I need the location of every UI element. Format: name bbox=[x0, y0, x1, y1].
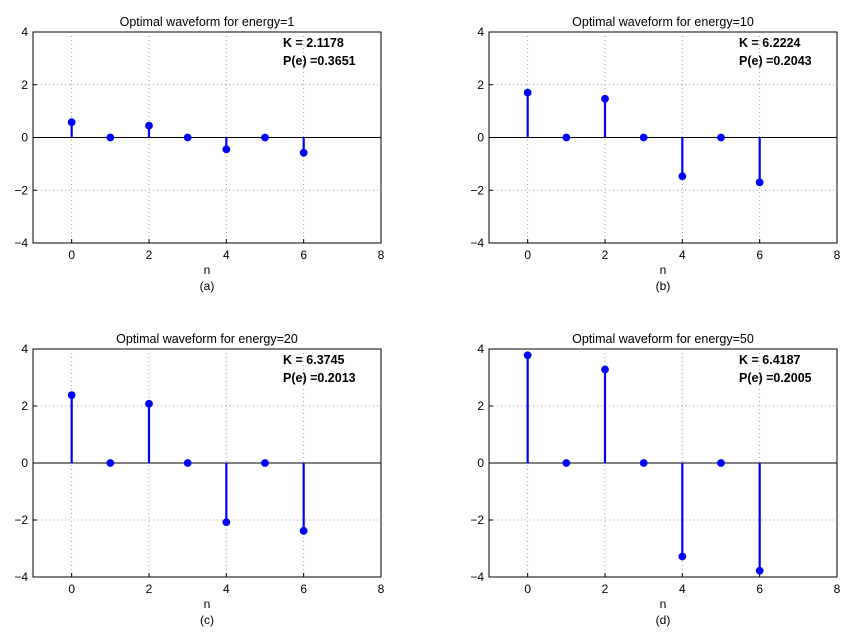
x-axis-label: n bbox=[204, 263, 211, 277]
y-tick-label: 4 bbox=[21, 25, 28, 39]
y-tick-label: 4 bbox=[21, 342, 28, 356]
annotation-k: K = 6.3745 bbox=[283, 353, 345, 367]
y-tick-label: 2 bbox=[21, 399, 28, 413]
panel-sublabel: (c) bbox=[200, 613, 214, 627]
stem-marker bbox=[601, 365, 609, 374]
y-tick-label: −4 bbox=[14, 236, 28, 250]
y-tick-label: −2 bbox=[14, 183, 28, 197]
stem-marker bbox=[106, 459, 115, 467]
x-tick-label: 2 bbox=[602, 248, 609, 262]
x-tick-label: 8 bbox=[834, 582, 841, 596]
y-tick-label: 4 bbox=[477, 342, 484, 356]
y-tick-label: 4 bbox=[477, 25, 484, 39]
x-tick-label: 4 bbox=[223, 248, 230, 262]
annotation-k: K = 6.4187 bbox=[739, 353, 801, 367]
stem-marker bbox=[678, 552, 687, 561]
y-tick-label: 0 bbox=[21, 131, 28, 145]
stem-marker bbox=[67, 118, 76, 127]
annotation-pe: P(e) =0.3651 bbox=[283, 54, 356, 68]
panel-title: Optimal waveform for energy=50 bbox=[572, 332, 754, 346]
panel-d: 0 2 4 6 8 −4 −2 0 2 4 Optimal waveform for energy=… bbox=[470, 332, 840, 627]
stem-marker bbox=[145, 399, 153, 408]
x-axis-label: n bbox=[660, 597, 667, 611]
x-tick-label: 8 bbox=[378, 582, 385, 596]
panel-sublabel: (a) bbox=[200, 279, 215, 293]
x-tick-label: 4 bbox=[679, 248, 686, 262]
x-tick-label: 6 bbox=[756, 248, 763, 262]
y-tick-label: −4 bbox=[470, 570, 484, 584]
x-axis-label: n bbox=[204, 597, 211, 611]
annotation-pe: P(e) =0.2043 bbox=[739, 54, 812, 68]
y-tick-label: −2 bbox=[470, 513, 484, 527]
x-tick-label: 2 bbox=[602, 582, 609, 596]
annotation-pe: P(e) =0.2013 bbox=[283, 371, 356, 385]
stem-marker bbox=[145, 121, 153, 130]
stem-marker bbox=[261, 459, 269, 467]
stem-marker bbox=[639, 133, 648, 142]
y-tick-label: 2 bbox=[21, 78, 28, 92]
panel-a: 0 2 4 6 8 −4 −2 0 2 4 Optimal waveform for energy=… bbox=[14, 15, 384, 293]
y-tick-label: −4 bbox=[470, 236, 484, 250]
x-tick-label: 0 bbox=[524, 582, 531, 596]
annotation-pe: P(e) =0.2005 bbox=[739, 371, 812, 385]
stem-marker bbox=[183, 133, 192, 142]
x-tick-label: 2 bbox=[146, 248, 153, 262]
annotation-k: K = 6.2224 bbox=[739, 36, 801, 50]
x-tick-label: 4 bbox=[223, 582, 230, 596]
stem-marker bbox=[755, 566, 764, 575]
x-tick-label: 0 bbox=[68, 582, 75, 596]
stem-marker bbox=[717, 133, 725, 142]
stem-marker bbox=[299, 526, 308, 535]
x-tick-label: 8 bbox=[834, 248, 841, 262]
panel-sublabel: (b) bbox=[656, 279, 671, 293]
stem-marker bbox=[261, 133, 269, 142]
stem-marker bbox=[183, 459, 192, 467]
panel-b: 0 2 4 6 8 −4 −2 0 2 4 Optimal waveform for energy=… bbox=[470, 15, 840, 293]
y-tick-label: 0 bbox=[477, 131, 484, 145]
stem-marker bbox=[523, 88, 532, 97]
annotation-k: K = 2.1178 bbox=[283, 36, 344, 50]
stem-marker bbox=[222, 145, 231, 154]
y-tick-label: 2 bbox=[477, 399, 484, 413]
y-tick-label: −4 bbox=[14, 570, 28, 584]
x-tick-label: 8 bbox=[378, 248, 385, 262]
y-tick-label: −2 bbox=[470, 183, 484, 197]
panel-sublabel: (d) bbox=[656, 613, 671, 627]
y-tick-label: 0 bbox=[21, 456, 28, 470]
panel-title: Optimal waveform for energy=1 bbox=[120, 15, 295, 29]
stem-marker bbox=[67, 391, 76, 400]
stem-marker bbox=[639, 459, 648, 467]
x-tick-label: 6 bbox=[300, 582, 307, 596]
stem-marker bbox=[523, 351, 532, 360]
y-tick-label: 2 bbox=[477, 78, 484, 92]
panel-c: 0 2 4 6 8 −4 −2 0 2 4 Optimal waveform for energy=… bbox=[14, 332, 384, 627]
y-tick-label: 0 bbox=[477, 456, 484, 470]
panel-title: Optimal waveform for energy=10 bbox=[572, 15, 754, 29]
x-tick-label: 2 bbox=[146, 582, 153, 596]
y-tick-label: −2 bbox=[14, 513, 28, 527]
x-tick-label: 0 bbox=[524, 248, 531, 262]
stem-marker bbox=[106, 133, 115, 142]
stem-marker bbox=[299, 148, 308, 157]
stem-marker bbox=[222, 518, 231, 527]
x-tick-label: 4 bbox=[679, 582, 686, 596]
stem-marker bbox=[717, 459, 725, 467]
x-tick-label: 6 bbox=[300, 248, 307, 262]
stem-marker bbox=[562, 459, 571, 467]
stem-marker bbox=[601, 94, 609, 103]
panel-title: Optimal waveform for energy=20 bbox=[116, 332, 298, 346]
x-tick-label: 0 bbox=[68, 248, 75, 262]
stem-marker bbox=[678, 172, 687, 181]
stem-marker bbox=[755, 178, 764, 187]
x-tick-label: 6 bbox=[756, 582, 763, 596]
x-axis-label: n bbox=[660, 263, 667, 277]
stem-marker bbox=[562, 133, 571, 142]
